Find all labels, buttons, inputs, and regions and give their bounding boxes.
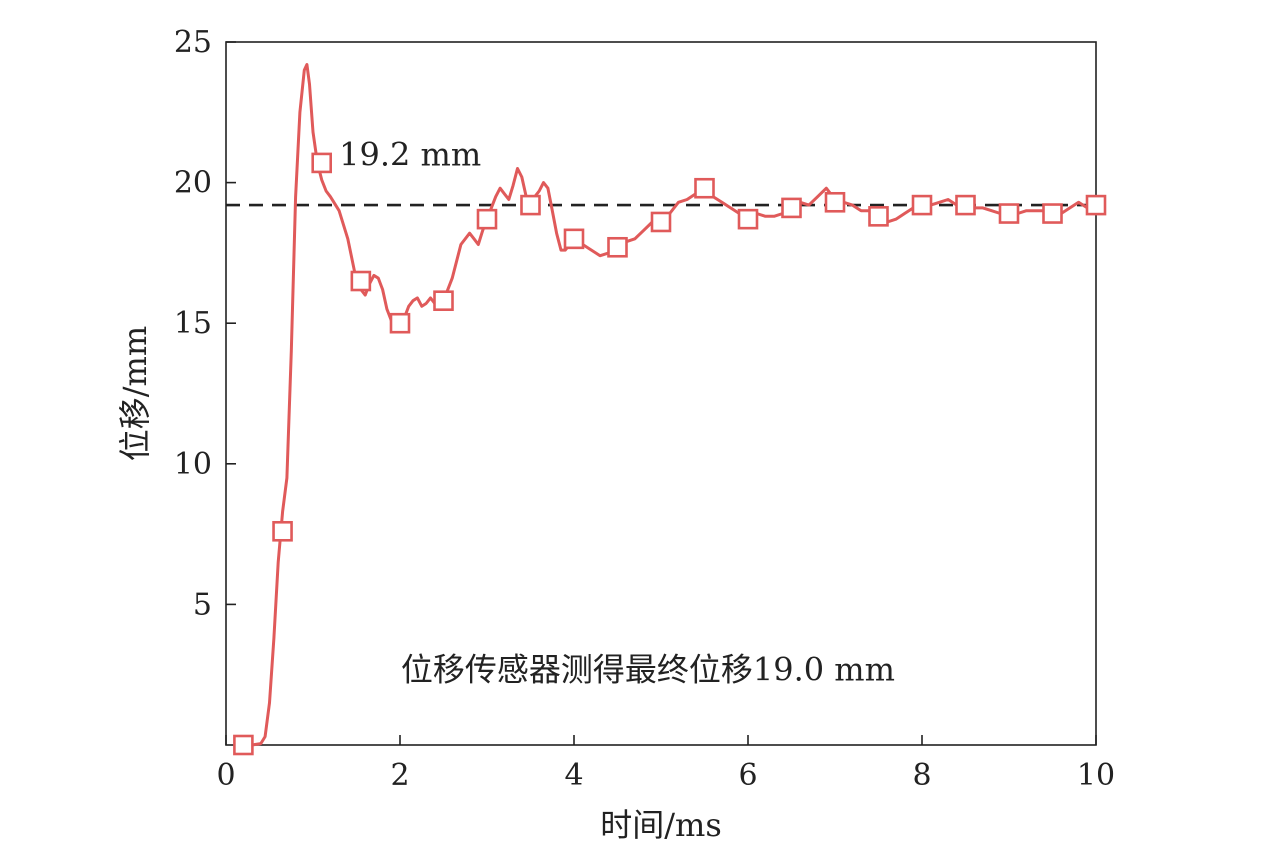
data-point-marker [389, 312, 411, 334]
plot-frame [225, 41, 1097, 746]
y-tick-label: 15 [174, 306, 212, 341]
annotation-group: 19.2 mm 位移传感器测得最终位移19.0 mm [339, 136, 895, 689]
data-point-marker [781, 197, 802, 219]
data-point-marker [311, 152, 333, 174]
y-axis-label: 位移/mm [116, 326, 154, 461]
data-point-marker [694, 177, 715, 199]
data-point-marker [476, 208, 498, 230]
data-point-marker [233, 734, 254, 756]
data-point-marker [433, 290, 454, 312]
plot-frame-group [225, 41, 1097, 746]
x-axis-ticks: 0 2 4 6 8 10 [216, 735, 1115, 793]
data-point-marker [272, 520, 293, 542]
marker-group [233, 152, 1107, 756]
data-point-marker [650, 211, 672, 233]
y-axis-ticks: 5 10 15 20 25 [174, 25, 236, 622]
data-point-marker [350, 270, 372, 292]
annotation-label: 位移传感器测得最终位移19.0 mm [401, 650, 895, 688]
x-tick-label: 8 [912, 758, 931, 793]
data-point-marker [955, 194, 976, 216]
data-point-marker [563, 228, 585, 250]
x-tick-label: 6 [738, 758, 757, 793]
y-tick-label: 20 [174, 166, 212, 201]
data-point-marker [520, 194, 541, 216]
y-tick-label: 10 [174, 447, 212, 482]
data-point-marker [824, 191, 846, 213]
data-point-marker [998, 203, 1020, 224]
data-point-marker [607, 236, 628, 258]
x-tick-label: 10 [1077, 758, 1115, 793]
data-point-marker [868, 206, 889, 227]
data-point-marker [1085, 194, 1107, 216]
y-tick-label: 5 [193, 587, 212, 622]
x-tick-label: 0 [216, 758, 235, 793]
y-tick-label: 25 [174, 25, 212, 60]
x-tick-label: 2 [390, 758, 409, 793]
x-axis-label: 时间/ms [600, 806, 722, 844]
data-point-marker [737, 208, 759, 230]
data-point-marker [911, 194, 933, 216]
x-tick-label: 4 [564, 758, 583, 793]
data-point-marker [1042, 203, 1063, 224]
annotation-label: 19.2 mm [339, 136, 481, 174]
